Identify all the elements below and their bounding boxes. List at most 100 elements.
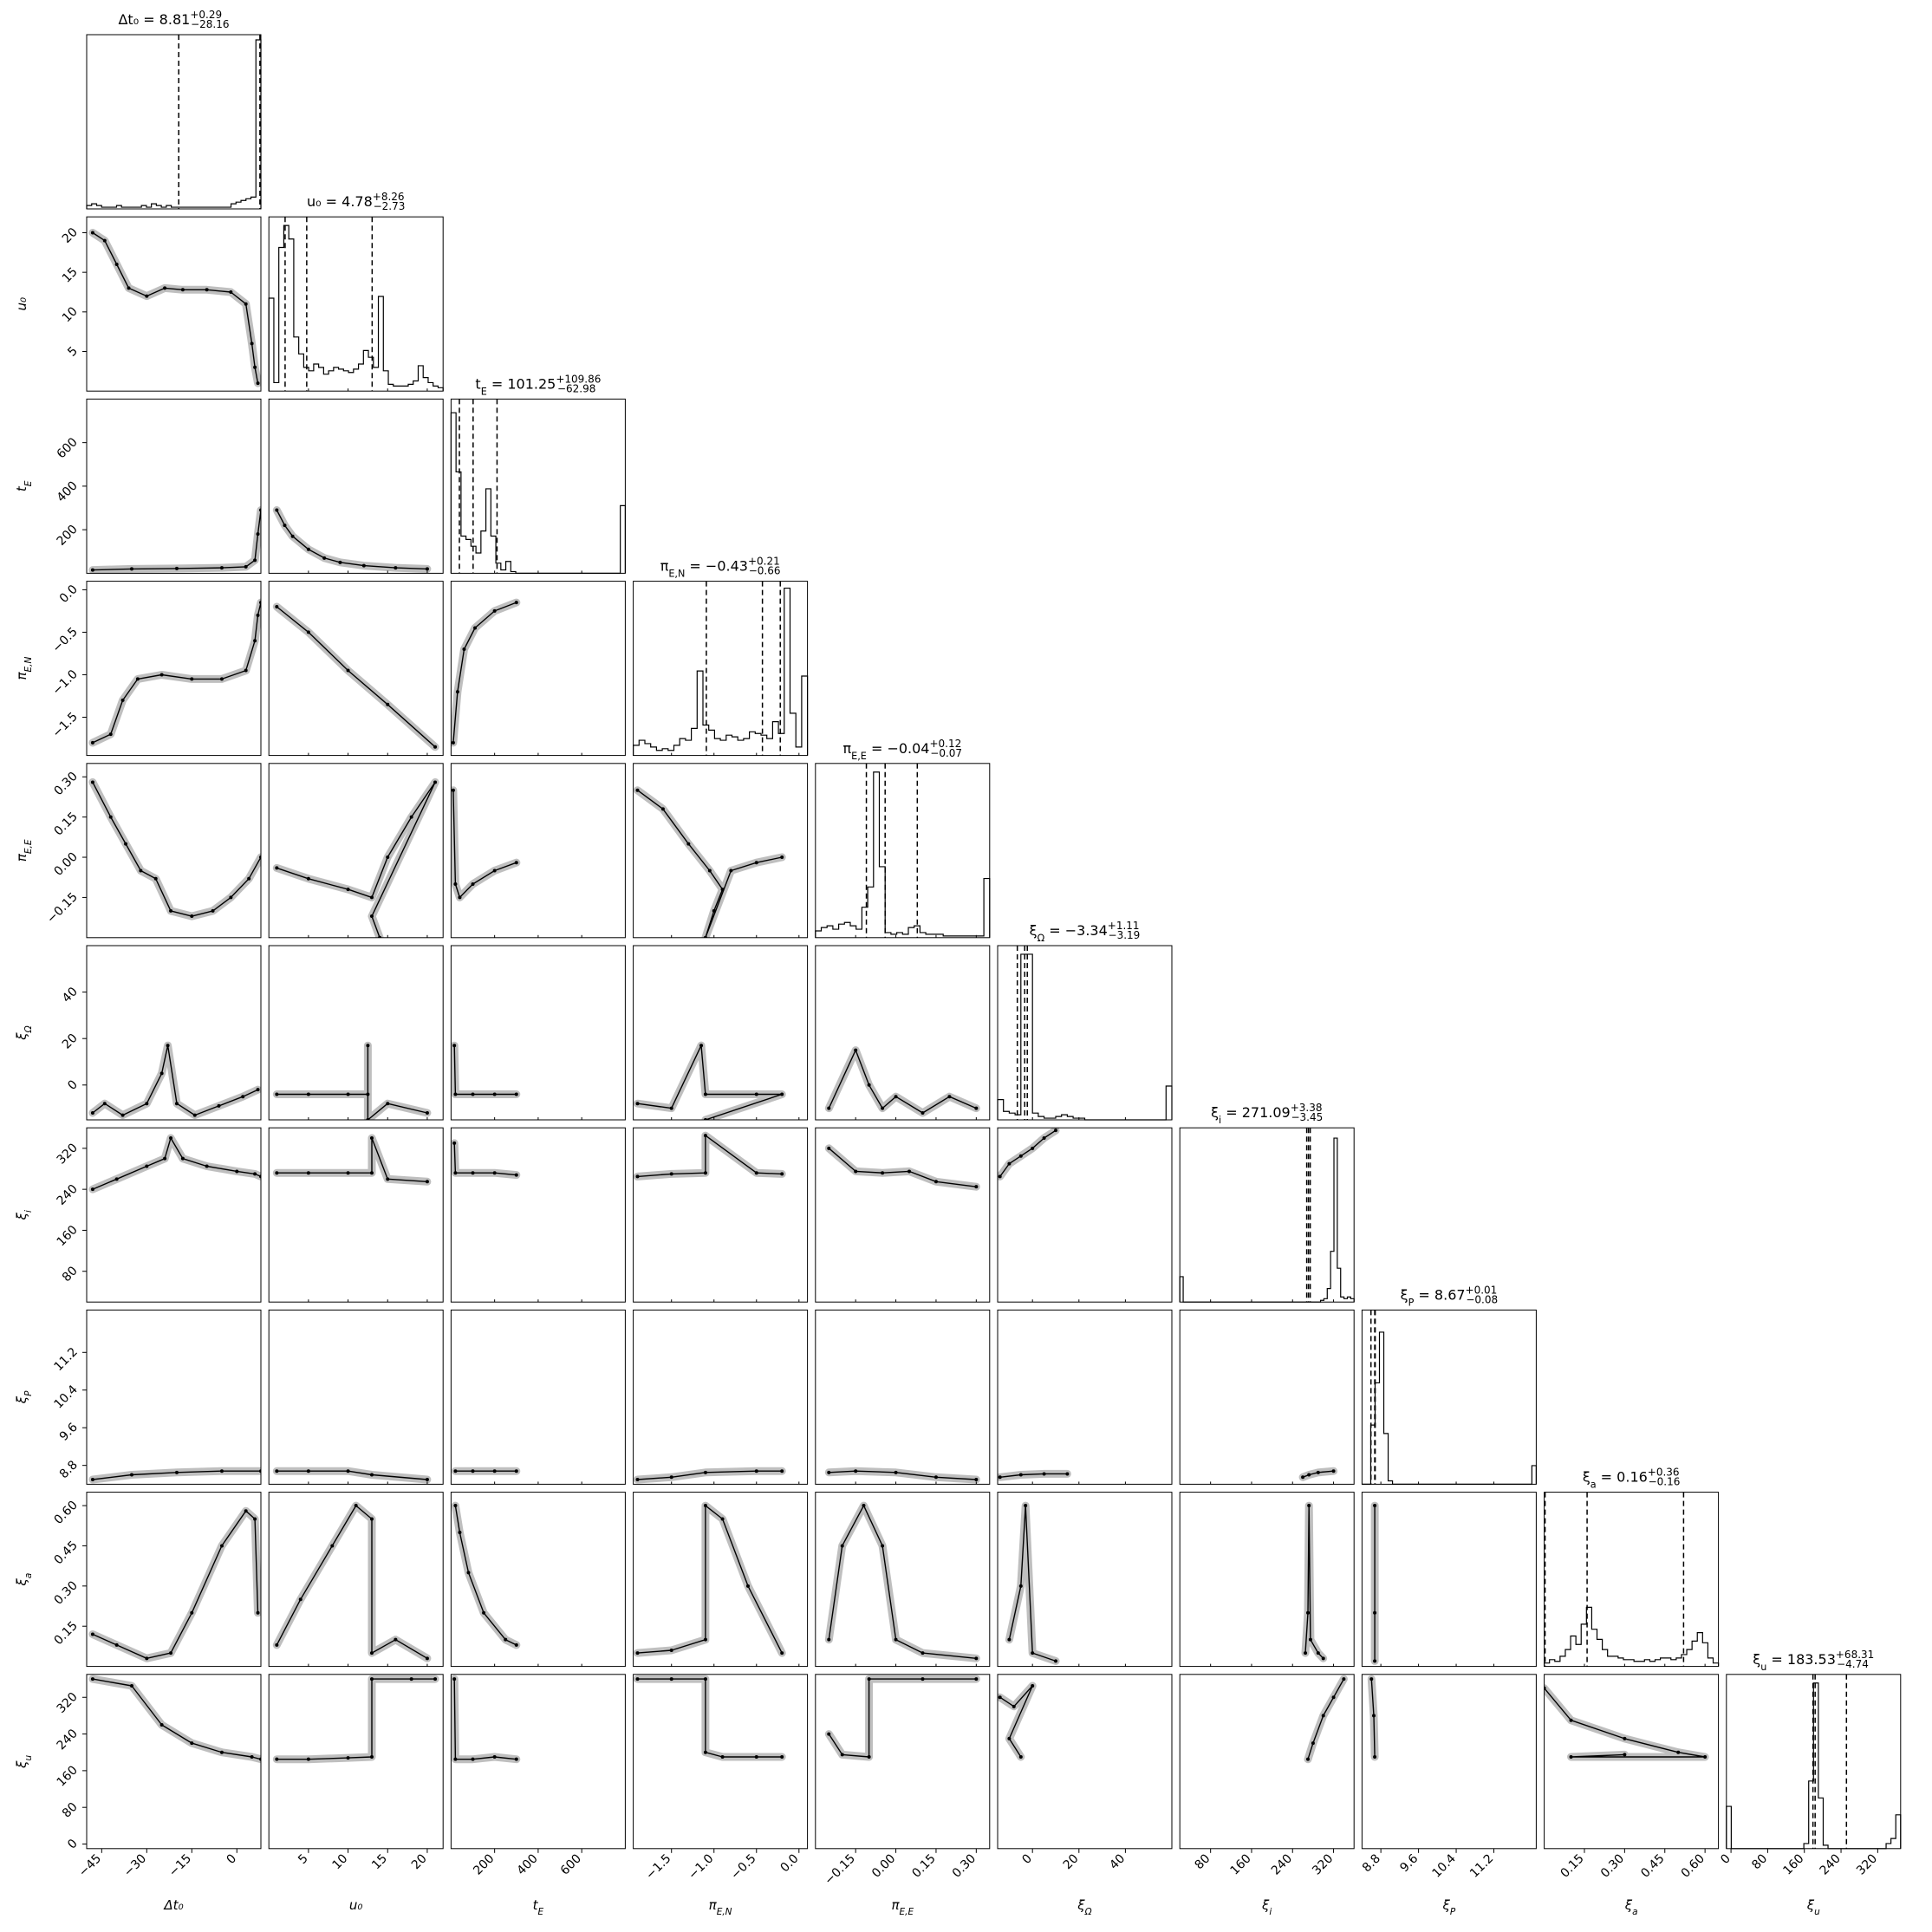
sample-point	[1373, 1504, 1377, 1508]
y-tick-label-piEN: −0.5	[49, 625, 80, 655]
sample-point	[867, 1755, 871, 1760]
scatter-cloud	[272, 777, 439, 938]
sample-point	[169, 1651, 173, 1656]
x-tick-label-xiO: 40	[1107, 1851, 1128, 1872]
sample-point	[492, 1171, 497, 1175]
pair-panel-dt0-xiu: −45 −30 −15 0 Δt₀ 0 80 160 240 320 ξu	[14, 1674, 262, 1913]
panel-frame	[633, 581, 809, 757]
sample-point	[1569, 1755, 1573, 1760]
sample-point	[1007, 1637, 1012, 1642]
hist-panel-xiP: ξP = 8.67+0.01 −0.08	[1361, 1284, 1537, 1485]
sample-point	[780, 1755, 784, 1760]
pair-panel-u0-xiO	[268, 945, 444, 1121]
sample-point	[229, 289, 233, 294]
contour-line	[999, 1473, 1068, 1478]
sample-point	[425, 567, 429, 571]
density-tE-piEE	[451, 786, 521, 901]
sample-point	[453, 1757, 458, 1761]
sample-point	[827, 1637, 831, 1642]
title-xiO: ξΩ = −3.34+1.11 −3.19	[1030, 920, 1141, 944]
density-xiO-xia	[1005, 1501, 1060, 1665]
sample-point	[425, 1110, 429, 1115]
hist-panel-piEE: πE,E = −0.04+0.12 −0.07	[815, 738, 991, 939]
sample-point	[253, 639, 257, 643]
panel-frame	[633, 945, 809, 1121]
x-axis-label-piEE: πE,E	[891, 1897, 914, 1917]
density-dt0-u0	[88, 229, 261, 387]
y-axis-label-xii: ξi	[14, 1210, 34, 1220]
sample-point	[453, 1092, 458, 1096]
y-tick-label-u0: 20	[60, 225, 81, 246]
sample-point	[1054, 1659, 1057, 1663]
sample-point	[250, 1755, 254, 1760]
panel-frame	[268, 1309, 444, 1485]
sample-point	[386, 1177, 390, 1181]
sample-point	[455, 690, 459, 694]
sample-point	[174, 1102, 179, 1106]
sample-point	[920, 1677, 925, 1682]
histogram-xiP	[1362, 1331, 1537, 1485]
x-tick-label-piEE: 0.30	[950, 1851, 979, 1880]
sample-point	[492, 868, 497, 873]
density-piEE-xiO	[824, 1046, 980, 1117]
sample-point	[346, 1171, 350, 1175]
x-tick-label-dt0: 0	[224, 1851, 239, 1867]
sample-point	[120, 698, 125, 702]
sample-point	[998, 1174, 1002, 1179]
density-tE-xii	[451, 1139, 521, 1180]
sample-point	[190, 677, 194, 681]
sample-point	[1373, 1755, 1377, 1760]
x-tick-label-xiP: 10.4	[1430, 1851, 1459, 1880]
panel-frame	[450, 1127, 626, 1303]
y-axis-label-xiu: ξu	[14, 1754, 34, 1768]
scatter-cloud	[634, 1131, 786, 1181]
y-axis-label-u0: u₀	[14, 297, 29, 311]
sample-point	[409, 815, 413, 819]
y-tick-label-xiP: 9.6	[57, 1421, 81, 1444]
y-tick-label-u0: 10	[60, 304, 81, 325]
sample-point	[1018, 1473, 1023, 1477]
histogram-tE	[450, 412, 626, 574]
sample-point	[514, 1173, 518, 1177]
panel-frame	[450, 1492, 626, 1668]
density-dt0-tE	[88, 506, 261, 574]
x-axis-label-piEN: πE,N	[709, 1897, 732, 1917]
pair-panel-dt0-tE: 200 400 600 tE	[14, 398, 262, 574]
sample-point	[346, 1469, 350, 1473]
contour-line	[1302, 1470, 1334, 1478]
pair-panel-xiO-xii	[997, 1127, 1173, 1303]
x-tick-label-piEE: 0.15	[909, 1851, 938, 1880]
sample-point	[129, 567, 133, 571]
sample-point	[275, 1469, 279, 1473]
x-axis-label-xiO: ξΩ	[1077, 1897, 1091, 1917]
contour-line	[637, 1505, 783, 1654]
sample-point	[219, 1544, 224, 1548]
hist-panel-tE: tE = 101.25+109.86 −62.98	[450, 373, 626, 574]
pair-panel-piEE-xiO	[815, 945, 991, 1121]
panel-frame	[1179, 1127, 1355, 1303]
panel-frame	[86, 945, 262, 1121]
sample-point	[1321, 1714, 1325, 1718]
sample-point	[827, 1732, 831, 1736]
sample-point	[780, 1172, 784, 1176]
x-tick-label-xiu: 0	[1718, 1851, 1734, 1867]
panel-frame	[1361, 1674, 1537, 1850]
sample-point	[114, 1643, 119, 1647]
sample-point	[780, 1092, 784, 1096]
sample-point	[159, 673, 164, 677]
density-dt0-xiu	[88, 1675, 261, 1764]
title-piEE: πE,E = −0.04+0.12 −0.07	[843, 738, 963, 762]
density-piEN-xiu	[634, 1675, 786, 1761]
sample-point	[256, 613, 260, 617]
pair-panel-piEN-xii	[633, 1127, 809, 1303]
panel-frame	[450, 581, 626, 757]
scatter-cloud	[88, 777, 261, 920]
panel-frame	[86, 581, 262, 757]
pair-panel-xiP-xia	[1361, 1492, 1537, 1668]
sample-point	[346, 1756, 350, 1760]
density-u0-xiu	[272, 1675, 439, 1764]
pair-panel-u0-xiP	[268, 1309, 444, 1485]
y-tick-label-piEE: −0.15	[44, 890, 81, 927]
panel-frame	[997, 1127, 1173, 1303]
panel-frame	[268, 1492, 444, 1668]
